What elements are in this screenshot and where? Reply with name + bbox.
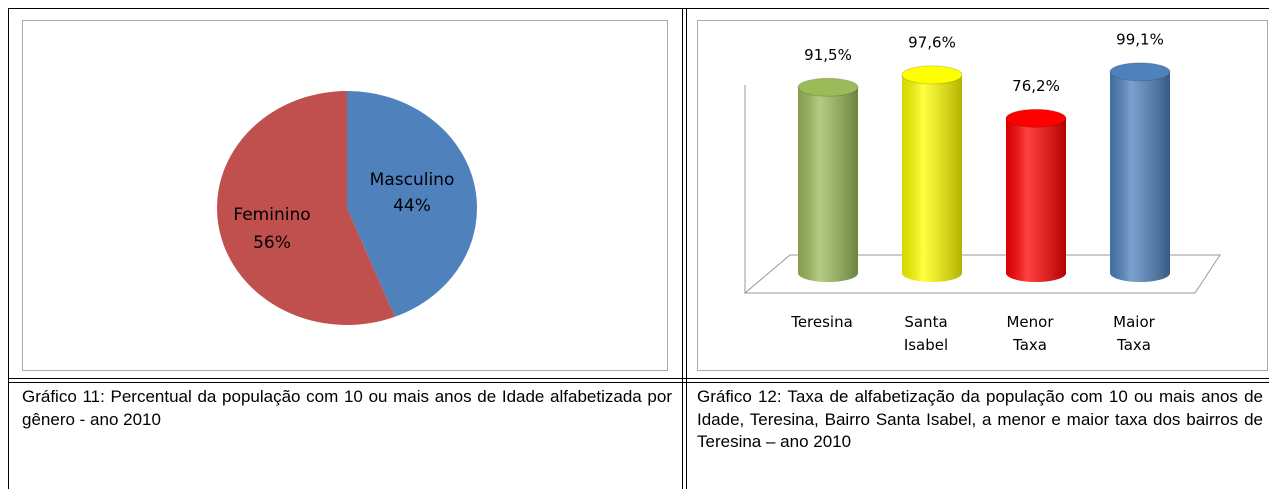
slice-label: Masculino bbox=[370, 170, 455, 190]
bar-shade bbox=[902, 74, 962, 282]
bar-shade bbox=[1110, 71, 1170, 283]
bar-top bbox=[1005, 108, 1067, 128]
value-label: 91,5% bbox=[804, 46, 852, 64]
value-label: 97,6% bbox=[908, 33, 956, 51]
bar-shade bbox=[1006, 118, 1066, 283]
chart-frame bbox=[697, 20, 1268, 371]
bar-shade bbox=[798, 87, 858, 282]
x-tick-label: Teresina bbox=[790, 313, 853, 331]
bar-top bbox=[797, 77, 859, 97]
value-label: 99,1% bbox=[1116, 30, 1164, 48]
slice-value: 44% bbox=[393, 196, 431, 216]
caption: Gráfico 12: Taxa de alfabetização da pop… bbox=[697, 387, 1263, 451]
value-label: 76,2% bbox=[1012, 77, 1060, 95]
x-tick-label: Maior Taxa bbox=[1113, 313, 1155, 354]
floor bbox=[743, 254, 1221, 294]
pie-slice bbox=[347, 91, 478, 317]
slice-value: 56% bbox=[253, 233, 291, 253]
chart-frame bbox=[22, 20, 668, 371]
pie-slice bbox=[217, 90, 395, 325]
caption: Gráfico 11: Percentual da população com … bbox=[22, 387, 672, 429]
slice-label: Feminino bbox=[233, 205, 310, 225]
x-tick-label: Santa Isabel bbox=[904, 313, 948, 354]
x-tick-label: Menor Taxa bbox=[1006, 313, 1054, 354]
bar-top bbox=[1109, 62, 1171, 82]
bar-top bbox=[901, 65, 963, 85]
